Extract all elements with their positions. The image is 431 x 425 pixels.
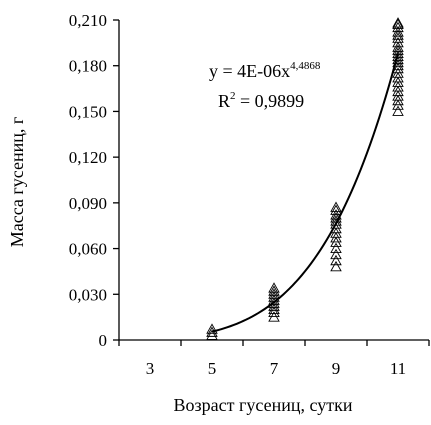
data-point	[268, 303, 280, 314]
y-axis-ticks: 0 0,030 0,060 0,090 0,120 0,150 0,180 0,210	[69, 11, 119, 350]
data-point	[268, 306, 280, 318]
y-tick-label: 0,210	[69, 11, 107, 30]
x-tick-label: 11	[390, 359, 406, 378]
data-point	[206, 323, 218, 334]
data-point	[268, 288, 280, 299]
data-point	[392, 47, 404, 58]
data-point	[206, 329, 218, 340]
data-point	[392, 105, 404, 116]
power-trendline	[211, 52, 399, 333]
y-tick-label: 0,180	[69, 57, 107, 76]
y-tick-label: 0,060	[69, 240, 107, 259]
y-tick-label: 0	[99, 331, 108, 350]
x-axis-title: Возраст гусениц, сутки	[174, 395, 353, 415]
data-point	[268, 297, 280, 308]
x-tick-label: 3	[146, 359, 155, 378]
data-point	[392, 53, 404, 65]
x-tick-label: 9	[332, 359, 341, 378]
y-tick-label: 0,030	[69, 285, 107, 304]
y-tick-label: 0,120	[69, 148, 107, 167]
data-point	[268, 294, 280, 305]
x-tick-label: 7	[270, 359, 279, 378]
data-point	[206, 326, 218, 337]
data-point	[330, 254, 342, 266]
data-point	[392, 50, 404, 62]
data-point	[392, 29, 404, 40]
y-tick-label: 0,150	[69, 102, 107, 121]
y-axis-title: Масса гусениц, г	[7, 117, 27, 248]
data-point	[392, 62, 404, 74]
data-point	[392, 56, 404, 68]
axes	[118, 20, 429, 341]
x-axis-ticks: 3 5 7 9 11	[118, 340, 430, 378]
r-squared-label: R2 = 0,9899	[218, 90, 304, 111]
data-point	[268, 291, 280, 302]
data-point	[330, 204, 342, 215]
data-point	[392, 18, 404, 30]
data-point	[392, 59, 404, 71]
trend-equation: y = 4E-06x4,4868	[209, 60, 321, 81]
data-point	[330, 218, 342, 229]
data-point	[330, 201, 342, 212]
data-point	[268, 285, 280, 296]
y-tick-label: 0,090	[69, 194, 107, 213]
data-point	[268, 300, 280, 311]
data-point	[392, 17, 404, 28]
data-point	[330, 248, 342, 260]
data-point	[330, 212, 342, 223]
data-point	[392, 32, 404, 43]
data-point	[330, 242, 342, 254]
data-point	[392, 44, 404, 55]
data-point	[330, 215, 342, 226]
trendline-group	[211, 52, 399, 333]
data-point	[268, 282, 280, 293]
data-points	[206, 17, 404, 340]
x-tick-label: 5	[208, 359, 217, 378]
trend-equation-exponent: 4,4868	[290, 60, 321, 72]
data-point	[330, 260, 342, 272]
